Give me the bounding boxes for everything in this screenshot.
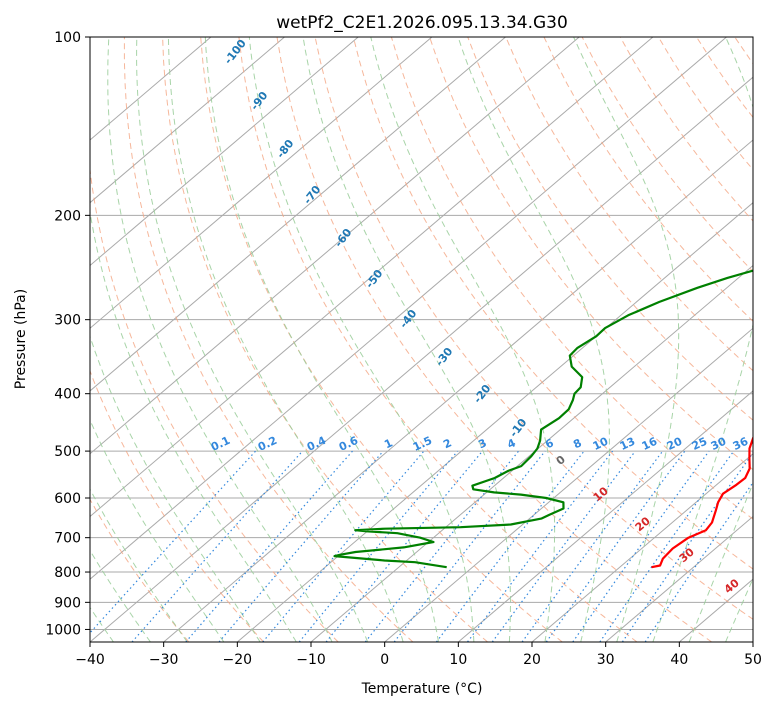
y-tick-label: 800: [54, 565, 81, 581]
x-tick-label: 40: [670, 652, 688, 668]
y-tick-label: 500: [54, 444, 81, 460]
chart-title: wetPf2_C2E1.2026.095.13.34.G30: [276, 13, 568, 33]
y-tick-label: 700: [54, 531, 81, 547]
y-tick-label: 600: [54, 491, 81, 507]
x-tick-label: −30: [149, 652, 179, 668]
y-tick-label: 300: [54, 313, 81, 329]
x-tick-label: 50: [744, 652, 762, 668]
x-tick-label: 20: [523, 652, 541, 668]
y-tick-label: 100: [54, 30, 81, 46]
x-axis-label: Temperature (°C): [361, 681, 483, 697]
y-tick-label: 900: [54, 595, 81, 611]
x-tick-label: 30: [597, 652, 615, 668]
y-tick-label: 400: [54, 387, 81, 403]
x-tick-label: 10: [449, 652, 467, 668]
x-tick-label: −20: [223, 652, 253, 668]
x-tick-label: −40: [75, 652, 105, 668]
x-tick-label: 0: [380, 652, 389, 668]
y-axis-label: Pressure (hPa): [13, 289, 29, 389]
y-tick-label: 200: [54, 208, 81, 224]
x-tick-label: −10: [296, 652, 326, 668]
y-tick-label: 1000: [45, 622, 81, 638]
